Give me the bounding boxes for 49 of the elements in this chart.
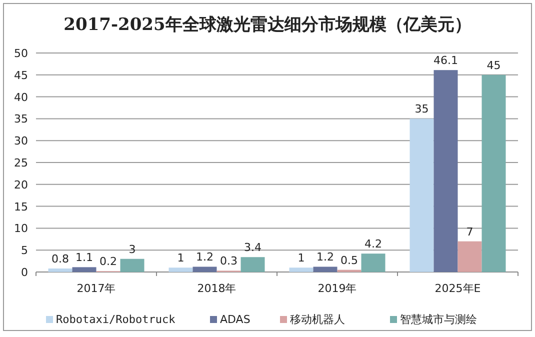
data-label: 0.5 (340, 254, 358, 267)
y-tick-label: 10 (14, 222, 28, 236)
y-tick-label: 5 (21, 244, 28, 258)
y-tick-label: 25 (14, 156, 28, 170)
y-tick-label: 20 (14, 178, 28, 192)
x-tick-label: 2018年 (197, 282, 236, 295)
data-label: 1 (177, 252, 184, 265)
y-tick-label: 40 (14, 90, 28, 104)
x-tick-label: 2019年 (318, 282, 357, 295)
y-tick-label: 15 (14, 200, 28, 214)
data-label: 1.1 (76, 251, 93, 264)
bar (192, 266, 217, 272)
bar (434, 70, 458, 272)
legend-label: Robotaxi/Robotruck (56, 313, 176, 326)
chart-title: 2017-2025年全球激光雷达细分市场规模（亿美元） (64, 15, 472, 35)
bar (168, 268, 193, 272)
data-label: 3.4 (244, 241, 262, 254)
data-label: 3 (128, 242, 136, 256)
data-label: 0.3 (220, 254, 238, 268)
bar (289, 268, 314, 272)
legend-label: 智慧城市与测绘 (400, 313, 477, 326)
data-label: 1.2 (196, 250, 214, 264)
x-tick-label: 2025年E (434, 282, 481, 295)
y-tick-label: 35 (14, 112, 28, 126)
data-label: 46.1 (434, 54, 458, 68)
data-label: 0.8 (52, 252, 69, 266)
data-label: 1.2 (316, 250, 334, 264)
data-label: 35 (414, 102, 429, 116)
y-tick-label: 50 (14, 47, 28, 60)
bar (48, 268, 72, 272)
bar (72, 267, 96, 272)
y-tick-label: 45 (14, 68, 28, 82)
bar (240, 257, 265, 272)
y-tick-label: 30 (14, 134, 28, 148)
bar (313, 266, 338, 272)
data-label: 0.2 (100, 255, 117, 268)
data-label: 7 (466, 225, 474, 238)
y-tick-label: 0 (21, 266, 28, 279)
legend-label: 移动机器人 (290, 313, 345, 326)
x-tick-label: 2017年 (76, 282, 116, 295)
data-label: 4.2 (364, 238, 382, 251)
data-label: 1 (298, 252, 305, 265)
bar (361, 254, 386, 272)
bar (458, 241, 482, 272)
bar (120, 258, 144, 272)
bar (482, 74, 506, 272)
legend-label: ADAS (220, 313, 250, 326)
bar (410, 118, 434, 272)
data-label: 45 (486, 58, 501, 72)
